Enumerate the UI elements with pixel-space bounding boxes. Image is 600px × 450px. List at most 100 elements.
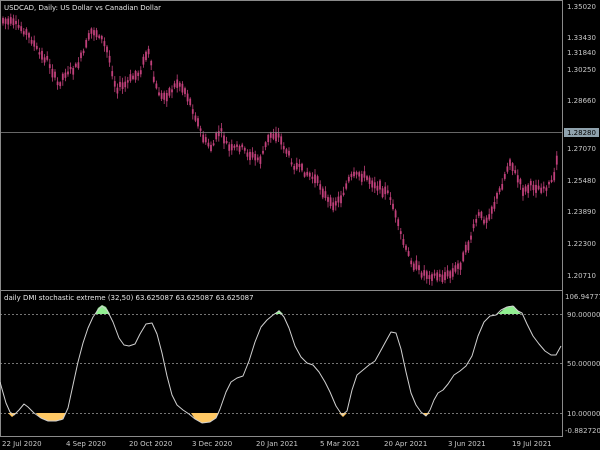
- price-label-7: 1.25480: [567, 177, 596, 185]
- candle-body: [529, 180, 532, 186]
- candle-body: [212, 143, 215, 146]
- candle-body: [407, 251, 410, 256]
- candle-body: [472, 224, 475, 229]
- price-label-10: 1.20710: [567, 272, 596, 280]
- candle-body: [379, 180, 381, 190]
- price-label-6: 1.27070: [567, 145, 596, 153]
- candle-body: [519, 179, 522, 185]
- candle-body: [168, 88, 171, 96]
- candle-body: [321, 188, 324, 198]
- candle-body: [74, 63, 77, 67]
- candle-body: [267, 134, 270, 142]
- candle-body: [207, 142, 210, 147]
- chart-frame: [0, 0, 563, 437]
- indicator-axis[interactable]: 106.947778 90.000000 50.000000 10.000000…: [565, 293, 600, 435]
- current-price-tag-label: 1.28280: [567, 129, 596, 137]
- candle-body: [126, 80, 129, 83]
- candle-body: [56, 81, 59, 86]
- price-panel[interactable]: USDCAD, Daily: US Dollar vs Canadian Dol…: [0, 4, 563, 286]
- price-label-9: 1.22300: [567, 240, 596, 248]
- candle-body: [436, 272, 439, 281]
- candle-body: [347, 176, 350, 182]
- candle-body: [397, 219, 400, 226]
- time-axis[interactable]: 22 Jul 2020 4 Sep 2020 20 Oct 2020 3 Dec…: [2, 440, 552, 448]
- candle-body: [194, 115, 197, 121]
- time-label-7: 20 Apr 2021: [384, 440, 427, 448]
- candle-body: [371, 180, 374, 188]
- candle-body: [251, 152, 254, 158]
- candle-body: [462, 252, 465, 262]
- candle-body: [446, 270, 449, 277]
- candle-body: [67, 71, 69, 75]
- candle-body: [137, 72, 140, 76]
- candle-body: [215, 133, 218, 140]
- candle-body: [275, 132, 277, 142]
- candle-body: [119, 81, 121, 87]
- candle-body: [272, 133, 275, 139]
- candle-body: [389, 197, 392, 200]
- candle-body: [358, 172, 361, 177]
- indicator-panel[interactable]: daily DMI stochastic extreme (32,50) 63.…: [0, 294, 563, 424]
- candle-body: [334, 201, 337, 206]
- candle-body: [178, 82, 181, 87]
- candle-body: [20, 26, 23, 32]
- candle-body: [129, 74, 132, 81]
- candle-body: [113, 81, 116, 87]
- candle-body: [28, 33, 30, 38]
- candle-body: [165, 93, 168, 102]
- candle-body: [475, 219, 478, 223]
- candle-body: [233, 145, 236, 148]
- candle-body: [384, 186, 387, 195]
- candle-body: [332, 202, 335, 211]
- candle-body: [184, 88, 186, 95]
- candle-body: [464, 244, 467, 253]
- candle-body: [191, 109, 194, 114]
- candle-body: [441, 274, 444, 282]
- candle-body: [197, 118, 199, 127]
- candle-body: [48, 64, 51, 69]
- candle-body: [522, 187, 524, 196]
- candle-body: [9, 17, 12, 24]
- candle-body: [100, 36, 103, 40]
- candle-body: [147, 48, 150, 55]
- price-axis[interactable]: 1.35020 1.33430 1.31840 1.30250 1.28660 …: [564, 3, 599, 280]
- candle-body: [4, 18, 7, 24]
- candle-body: [93, 30, 95, 36]
- candle-body: [303, 172, 306, 177]
- candle-body: [108, 55, 111, 63]
- candle-body: [280, 136, 283, 145]
- candle-body: [25, 29, 28, 35]
- candle-body: [337, 196, 340, 203]
- oversold-fills: [8, 413, 430, 423]
- candle-body: [80, 52, 82, 59]
- candle-body: [189, 98, 192, 105]
- candle-body: [311, 176, 314, 179]
- candle-body: [392, 203, 394, 210]
- candle-body: [7, 18, 10, 25]
- candle-body: [360, 173, 363, 182]
- candle-body: [548, 181, 550, 185]
- level-label-max: 106.947778: [565, 293, 600, 301]
- candle-body: [259, 156, 262, 164]
- candle-body: [64, 72, 67, 78]
- candle-body: [410, 260, 413, 265]
- time-label-2: 4 Sep 2020: [66, 440, 106, 448]
- candle-body: [69, 67, 72, 70]
- time-label-3: 20 Oct 2020: [129, 440, 172, 448]
- candle-body: [111, 71, 114, 77]
- price-label-1: 1.35020: [567, 3, 596, 11]
- time-label-9: 19 Jul 2021: [512, 440, 552, 448]
- overbought-fills: [95, 305, 521, 314]
- candle-body: [228, 144, 231, 151]
- candle-body: [288, 150, 290, 156]
- candle-body: [243, 147, 246, 151]
- candle-body: [210, 144, 212, 151]
- candle-body: [254, 154, 257, 161]
- candle-body: [324, 191, 327, 198]
- candle-body: [121, 82, 124, 89]
- candle-body: [545, 187, 548, 191]
- candle-body: [423, 270, 426, 276]
- candle-body: [501, 184, 504, 190]
- time-label-5: 20 Jan 2021: [256, 440, 298, 448]
